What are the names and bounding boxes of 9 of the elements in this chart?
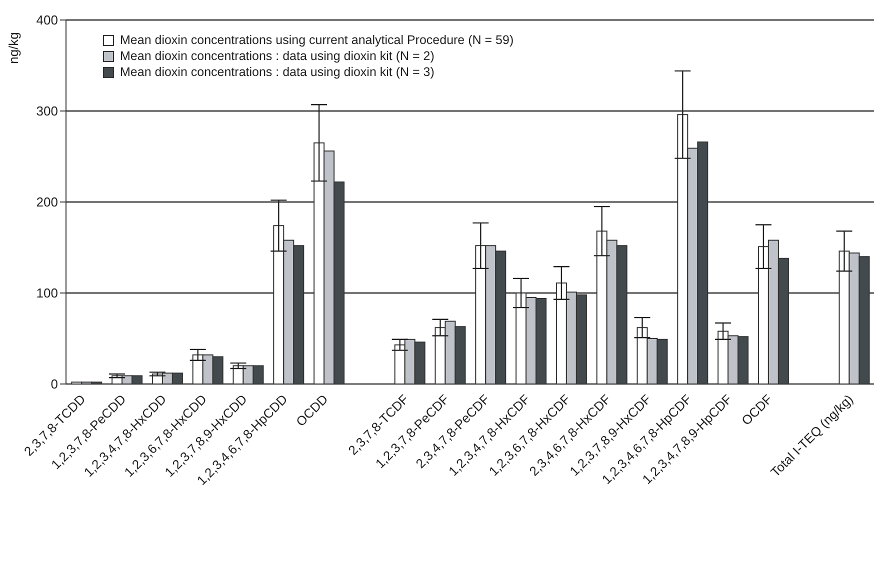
y-tick-label: 300 bbox=[36, 104, 58, 119]
y-tick-label: 0 bbox=[50, 376, 58, 392]
y-tick-label: 100 bbox=[36, 286, 58, 301]
y-tick-label: 200 bbox=[36, 194, 58, 210]
y-axis-title: ng/kg bbox=[6, 32, 21, 64]
legend-label: Mean dioxin concentrations using current analytical Procedure (N = 59) bbox=[120, 32, 514, 48]
legend-label: Mean dioxin concentrations : data using dioxin kit (N = 3) bbox=[120, 64, 434, 80]
y-tick-label: 400 bbox=[36, 12, 58, 28]
legend-label: Mean dioxin concentrations : data using dioxin kit (N = 2) bbox=[120, 48, 434, 64]
